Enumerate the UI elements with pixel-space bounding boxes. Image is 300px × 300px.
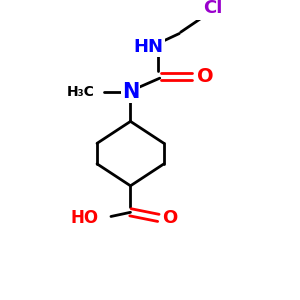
Text: O: O <box>197 67 214 86</box>
Text: HO: HO <box>70 209 98 227</box>
Text: HN: HN <box>134 38 164 56</box>
Text: H₃C: H₃C <box>66 85 94 99</box>
Text: N: N <box>122 82 139 102</box>
Text: Cl: Cl <box>203 0 222 17</box>
Text: O: O <box>163 209 178 227</box>
